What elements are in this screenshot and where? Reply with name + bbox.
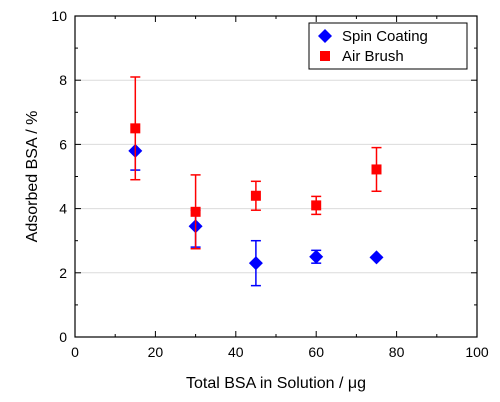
data-point-spin-coating-4 bbox=[369, 250, 384, 265]
x-tick-label-0: 0 bbox=[71, 344, 79, 360]
data-point-air-brush-2 bbox=[250, 190, 261, 201]
y-tick-label-2: 2 bbox=[59, 265, 67, 281]
series-spin-coating bbox=[128, 143, 384, 287]
data-point-spin-coating-2 bbox=[248, 256, 263, 271]
y-tick-label-8: 8 bbox=[59, 72, 67, 88]
y-tick-label-0: 0 bbox=[59, 329, 67, 345]
x-tick-label-100: 100 bbox=[465, 344, 489, 360]
data-point-air-brush-3 bbox=[311, 200, 322, 211]
series-air-brush bbox=[130, 76, 382, 250]
legend-label-air-brush: Air Brush bbox=[342, 48, 404, 65]
legend-marker-spin-coating bbox=[318, 29, 332, 43]
y-axis-title: Adsorbed BSA / % bbox=[24, 111, 41, 243]
legend-box bbox=[308, 22, 468, 70]
series-layer bbox=[128, 76, 384, 287]
data-point-spin-coating-3 bbox=[309, 249, 324, 264]
x-tick-label-40: 40 bbox=[228, 344, 244, 360]
legend: Spin Coating Air Brush bbox=[308, 22, 468, 70]
x-tick-label-20: 20 bbox=[148, 344, 164, 360]
x-tick-label-60: 60 bbox=[308, 344, 324, 360]
y-tick-label-6: 6 bbox=[59, 136, 67, 152]
data-point-air-brush-1 bbox=[190, 206, 201, 217]
legend-label-spin-coating: Spin Coating bbox=[342, 28, 428, 45]
data-point-air-brush-0 bbox=[130, 123, 141, 134]
x-axis-title: Total BSA in Solution / μg bbox=[186, 375, 366, 392]
y-tick-label-10: 10 bbox=[51, 8, 67, 24]
data-point-air-brush-4 bbox=[371, 164, 382, 175]
legend-marker-air-brush bbox=[320, 51, 330, 61]
grid-layer bbox=[75, 79, 477, 274]
x-tick-label-80: 80 bbox=[389, 344, 405, 360]
y-tick-label-4: 4 bbox=[59, 201, 67, 217]
plot-frame bbox=[74, 15, 478, 338]
